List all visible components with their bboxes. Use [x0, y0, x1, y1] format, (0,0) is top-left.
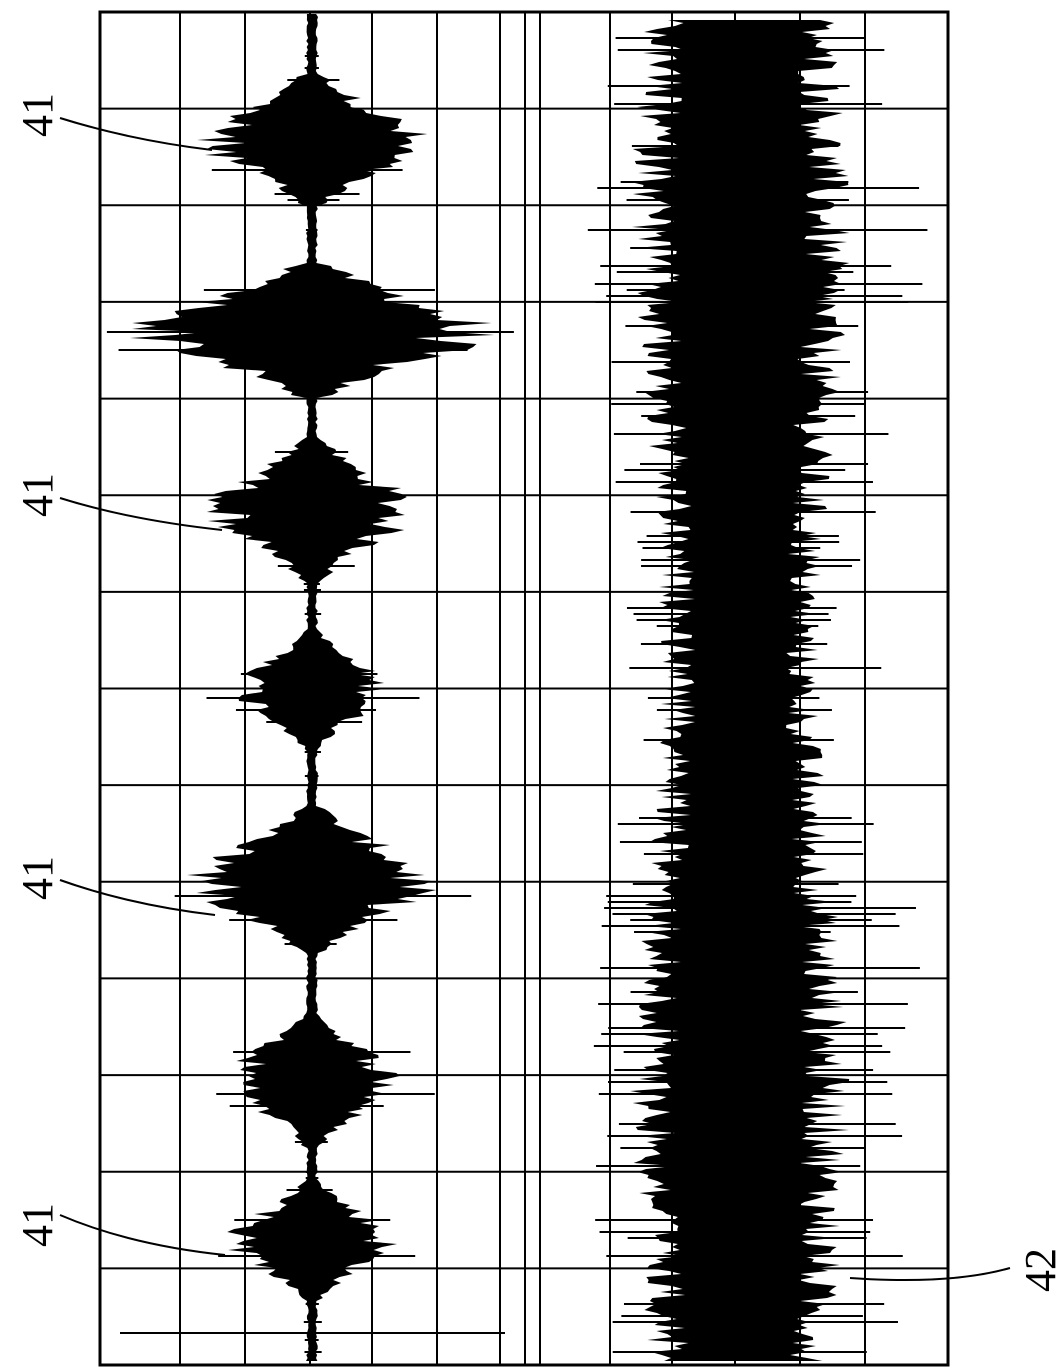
leaders	[59, 117, 1011, 1282]
leader-line	[59, 879, 216, 916]
leader-line	[59, 497, 223, 531]
label: 42	[1016, 1248, 1064, 1292]
leader-line	[59, 117, 213, 151]
label: 41	[13, 93, 62, 137]
waveform	[630, 20, 850, 1361]
grid	[100, 12, 948, 1365]
leader-line	[59, 1214, 226, 1256]
label: 41	[13, 856, 62, 900]
label: 41	[13, 473, 62, 517]
label: 41	[13, 1203, 62, 1247]
waveforms	[106, 14, 928, 1361]
leader-line	[849, 1267, 1011, 1282]
